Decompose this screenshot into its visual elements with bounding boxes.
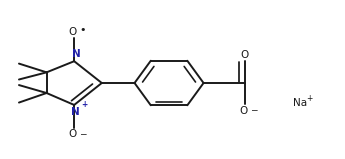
Text: O: O [68,129,77,139]
Text: +: + [81,100,88,109]
Text: O: O [68,27,77,37]
Text: N: N [71,49,80,59]
Text: •: • [80,25,86,35]
Text: O: O [239,106,247,116]
Text: −: − [79,130,87,139]
Text: −: − [250,105,257,114]
Text: N: N [71,107,80,117]
Text: +: + [307,94,313,103]
Text: Na: Na [293,98,307,107]
Text: O: O [241,50,249,60]
